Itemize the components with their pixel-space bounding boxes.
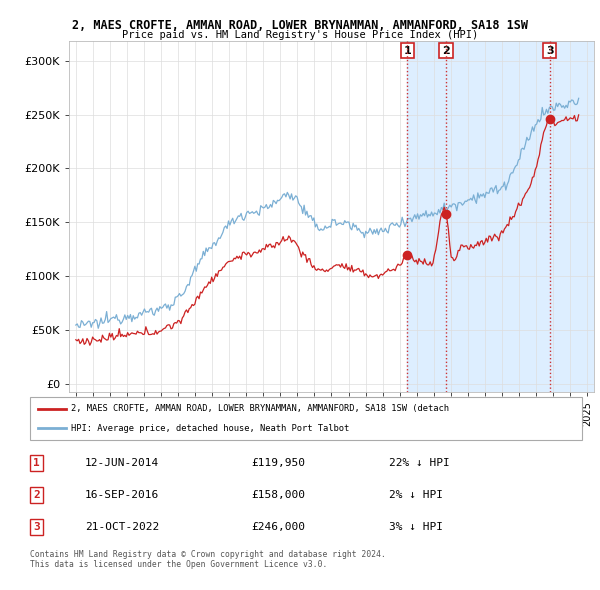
Text: 1: 1 <box>403 45 411 55</box>
Bar <box>407 41 446 392</box>
Text: £158,000: £158,000 <box>251 490 305 500</box>
Bar <box>446 41 550 392</box>
FancyBboxPatch shape <box>30 397 582 440</box>
Text: 3: 3 <box>33 522 40 532</box>
Text: Price paid vs. HM Land Registry's House Price Index (HPI): Price paid vs. HM Land Registry's House … <box>122 30 478 40</box>
Text: Contains HM Land Registry data © Crown copyright and database right 2024.
This d: Contains HM Land Registry data © Crown c… <box>30 550 386 569</box>
Text: HPI: Average price, detached house, Neath Port Talbot: HPI: Average price, detached house, Neat… <box>71 424 350 432</box>
Text: 2: 2 <box>33 490 40 500</box>
Text: 21-OCT-2022: 21-OCT-2022 <box>85 522 160 532</box>
Text: £119,950: £119,950 <box>251 458 305 468</box>
Text: 22% ↓ HPI: 22% ↓ HPI <box>389 458 449 468</box>
Bar <box>550 41 594 392</box>
Text: 3% ↓ HPI: 3% ↓ HPI <box>389 522 443 532</box>
Text: 2% ↓ HPI: 2% ↓ HPI <box>389 490 443 500</box>
Text: 3: 3 <box>546 45 553 55</box>
Text: 2, MAES CROFTE, AMMAN ROAD, LOWER BRYNAMMAN, AMMANFORD, SA18 1SW (detach: 2, MAES CROFTE, AMMAN ROAD, LOWER BRYNAM… <box>71 404 449 413</box>
Text: 12-JUN-2014: 12-JUN-2014 <box>85 458 160 468</box>
Text: £246,000: £246,000 <box>251 522 305 532</box>
Text: 2: 2 <box>442 45 450 55</box>
Text: 1: 1 <box>33 458 40 468</box>
Text: 16-SEP-2016: 16-SEP-2016 <box>85 490 160 500</box>
Text: 2, MAES CROFTE, AMMAN ROAD, LOWER BRYNAMMAN, AMMANFORD, SA18 1SW: 2, MAES CROFTE, AMMAN ROAD, LOWER BRYNAM… <box>72 19 528 32</box>
